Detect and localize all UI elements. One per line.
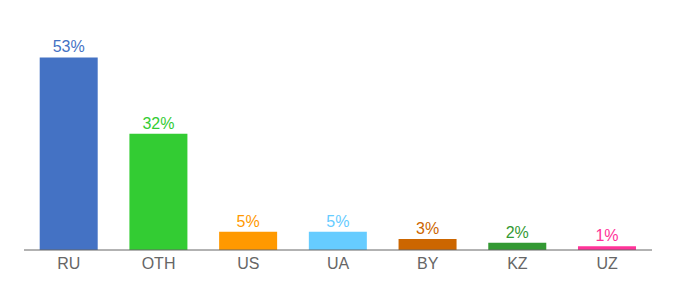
svg-text:OTH: OTH: [142, 255, 176, 272]
svg-text:5%: 5%: [326, 213, 349, 230]
svg-text:UA: UA: [327, 255, 350, 272]
svg-text:1%: 1%: [595, 227, 618, 244]
svg-text:UZ: UZ: [596, 255, 618, 272]
svg-text:RU: RU: [57, 255, 80, 272]
svg-text:53%: 53%: [53, 38, 85, 55]
svg-text:US: US: [237, 255, 259, 272]
svg-text:5%: 5%: [237, 213, 260, 230]
svg-text:32%: 32%: [142, 115, 174, 132]
svg-text:3%: 3%: [416, 220, 439, 237]
svg-text:2%: 2%: [506, 224, 529, 241]
svg-text:BY: BY: [417, 255, 439, 272]
svg-text:KZ: KZ: [507, 255, 528, 272]
